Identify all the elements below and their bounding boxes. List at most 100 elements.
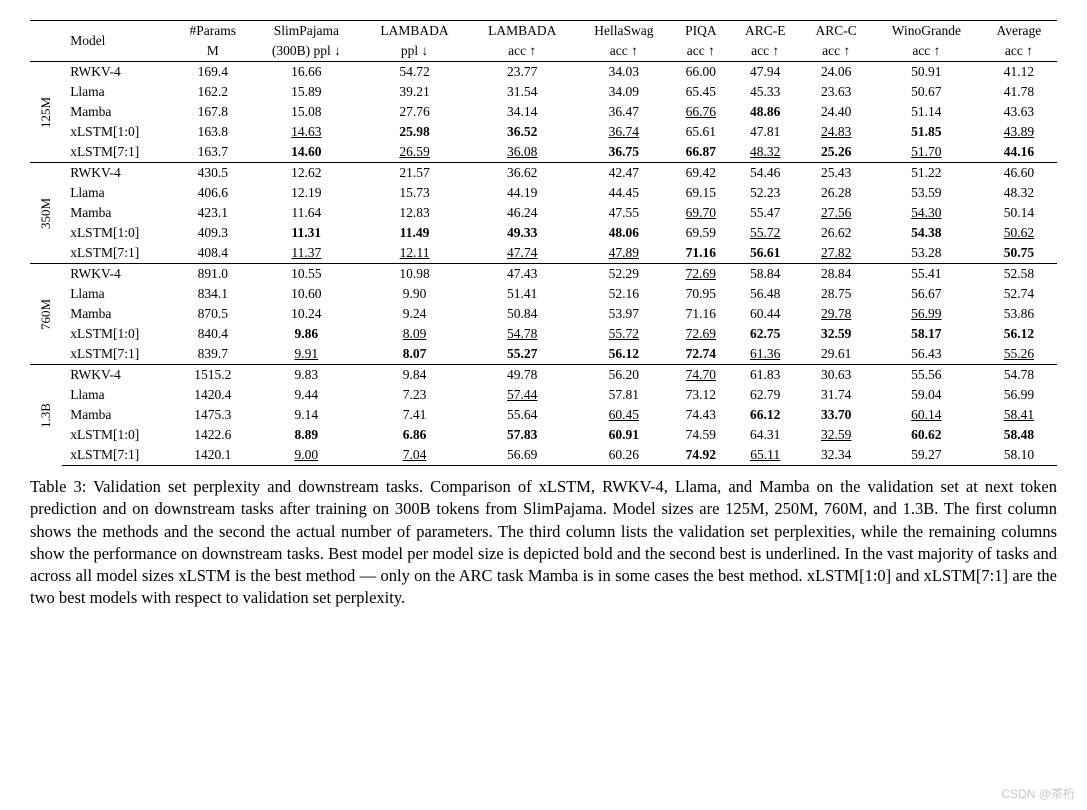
cell-arcc: 28.75 — [800, 284, 871, 304]
cell-arce: 61.83 — [730, 365, 800, 386]
cell-lppl: 8.09 — [361, 324, 469, 344]
watermark: CSDN @茶桁 — [1001, 785, 1075, 802]
cell-slim: 11.64 — [252, 203, 361, 223]
table-row: 760MRWKV-4891.010.5510.9847.4352.2972.69… — [30, 264, 1057, 285]
cell-wino: 58.17 — [872, 324, 981, 344]
cell-piqa: 69.70 — [672, 203, 730, 223]
cell-avg: 46.60 — [981, 163, 1057, 184]
cell-params: 870.5 — [174, 304, 252, 324]
cell-params: 409.3 — [174, 223, 252, 243]
table-row: Mamba1475.39.147.4155.6460.4574.4366.123… — [30, 405, 1057, 425]
cell-wino: 50.91 — [872, 62, 981, 83]
cell-hella: 48.06 — [576, 223, 672, 243]
cell-slim: 10.55 — [252, 264, 361, 285]
cell-lppl: 25.98 — [361, 122, 469, 142]
cell-hella: 56.12 — [576, 344, 672, 365]
cell-lacc: 50.84 — [468, 304, 576, 324]
cell-avg: 41.12 — [981, 62, 1057, 83]
hdr-lamb-acc-sub: acc ↑ — [468, 41, 576, 62]
table-row: 1.3BRWKV-41515.29.839.8449.7856.2074.706… — [30, 365, 1057, 386]
cell-slim: 10.60 — [252, 284, 361, 304]
cell-piqa: 69.15 — [672, 183, 730, 203]
cell-params: 840.4 — [174, 324, 252, 344]
cell-slim: 9.83 — [252, 365, 361, 386]
cell-piqa: 66.87 — [672, 142, 730, 163]
cell-hella: 53.97 — [576, 304, 672, 324]
cell-slim: 14.63 — [252, 122, 361, 142]
cell-avg: 43.89 — [981, 122, 1057, 142]
cell-lacc: 47.74 — [468, 243, 576, 264]
cell-lppl: 8.07 — [361, 344, 469, 365]
cell-hella: 42.47 — [576, 163, 672, 184]
cell-model: Mamba — [62, 102, 173, 122]
cell-params: 423.1 — [174, 203, 252, 223]
hdr-hella: HellaSwag — [576, 21, 672, 42]
cell-slim: 12.19 — [252, 183, 361, 203]
cell-arce: 55.72 — [730, 223, 800, 243]
cell-piqa: 65.61 — [672, 122, 730, 142]
cell-lppl: 7.23 — [361, 385, 469, 405]
cell-arce: 61.36 — [730, 344, 800, 365]
group-label: 350M — [30, 163, 62, 264]
table-row: xLSTM[1:0]840.49.868.0954.7855.7272.6962… — [30, 324, 1057, 344]
table-row: xLSTM[1:0]163.814.6325.9836.5236.7465.61… — [30, 122, 1057, 142]
cell-hella: 52.16 — [576, 284, 672, 304]
cell-arcc: 30.63 — [800, 365, 871, 386]
cell-piqa: 66.00 — [672, 62, 730, 83]
cell-wino: 55.56 — [872, 365, 981, 386]
cell-wino: 56.67 — [872, 284, 981, 304]
table-row: xLSTM[7:1]839.79.918.0755.2756.1272.7461… — [30, 344, 1057, 365]
cell-wino: 60.62 — [872, 425, 981, 445]
group-label: 125M — [30, 62, 62, 163]
hdr-params: #Params — [174, 21, 252, 42]
cell-arcc: 25.43 — [800, 163, 871, 184]
cell-params: 1422.6 — [174, 425, 252, 445]
cell-arcc: 27.56 — [800, 203, 871, 223]
table-row: 350MRWKV-4430.512.6221.5736.6242.4769.42… — [30, 163, 1057, 184]
cell-hella: 60.26 — [576, 445, 672, 466]
cell-lacc: 23.77 — [468, 62, 576, 83]
cell-lppl: 9.84 — [361, 365, 469, 386]
cell-avg: 56.99 — [981, 385, 1057, 405]
cell-params: 1475.3 — [174, 405, 252, 425]
cell-lacc: 57.83 — [468, 425, 576, 445]
cell-slim: 9.14 — [252, 405, 361, 425]
cell-arce: 56.48 — [730, 284, 800, 304]
cell-lacc: 49.33 — [468, 223, 576, 243]
cell-params: 1420.1 — [174, 445, 252, 466]
cell-lppl: 12.11 — [361, 243, 469, 264]
hdr-piqa-sub: acc ↑ — [672, 41, 730, 62]
cell-wino: 54.38 — [872, 223, 981, 243]
cell-arce: 45.33 — [730, 82, 800, 102]
cell-lppl: 15.73 — [361, 183, 469, 203]
cell-model: xLSTM[1:0] — [62, 223, 173, 243]
cell-model: Mamba — [62, 405, 173, 425]
cell-slim: 11.37 — [252, 243, 361, 264]
cell-params: 1515.2 — [174, 365, 252, 386]
cell-piqa: 69.59 — [672, 223, 730, 243]
table-row: Llama1420.49.447.2357.4457.8173.1262.793… — [30, 385, 1057, 405]
cell-params: 162.2 — [174, 82, 252, 102]
cell-avg: 53.86 — [981, 304, 1057, 324]
cell-lacc: 54.78 — [468, 324, 576, 344]
cell-slim: 15.89 — [252, 82, 361, 102]
cell-piqa: 65.45 — [672, 82, 730, 102]
cell-piqa: 74.59 — [672, 425, 730, 445]
cell-avg: 50.75 — [981, 243, 1057, 264]
cell-hella: 55.72 — [576, 324, 672, 344]
cell-model: RWKV-4 — [62, 365, 173, 386]
cell-model: xLSTM[7:1] — [62, 344, 173, 365]
cell-params: 408.4 — [174, 243, 252, 264]
hdr-avg-sub: acc ↑ — [981, 41, 1057, 62]
cell-model: RWKV-4 — [62, 163, 173, 184]
hdr-piqa: PIQA — [672, 21, 730, 42]
cell-piqa: 70.95 — [672, 284, 730, 304]
hdr-lamb-ppl-sub: ppl ↓ — [361, 41, 469, 62]
cell-arcc: 25.26 — [800, 142, 871, 163]
cell-wino: 55.41 — [872, 264, 981, 285]
cell-model: RWKV-4 — [62, 62, 173, 83]
cell-hella: 56.20 — [576, 365, 672, 386]
cell-arcc: 24.06 — [800, 62, 871, 83]
cell-params: 891.0 — [174, 264, 252, 285]
cell-arcc: 27.82 — [800, 243, 871, 264]
